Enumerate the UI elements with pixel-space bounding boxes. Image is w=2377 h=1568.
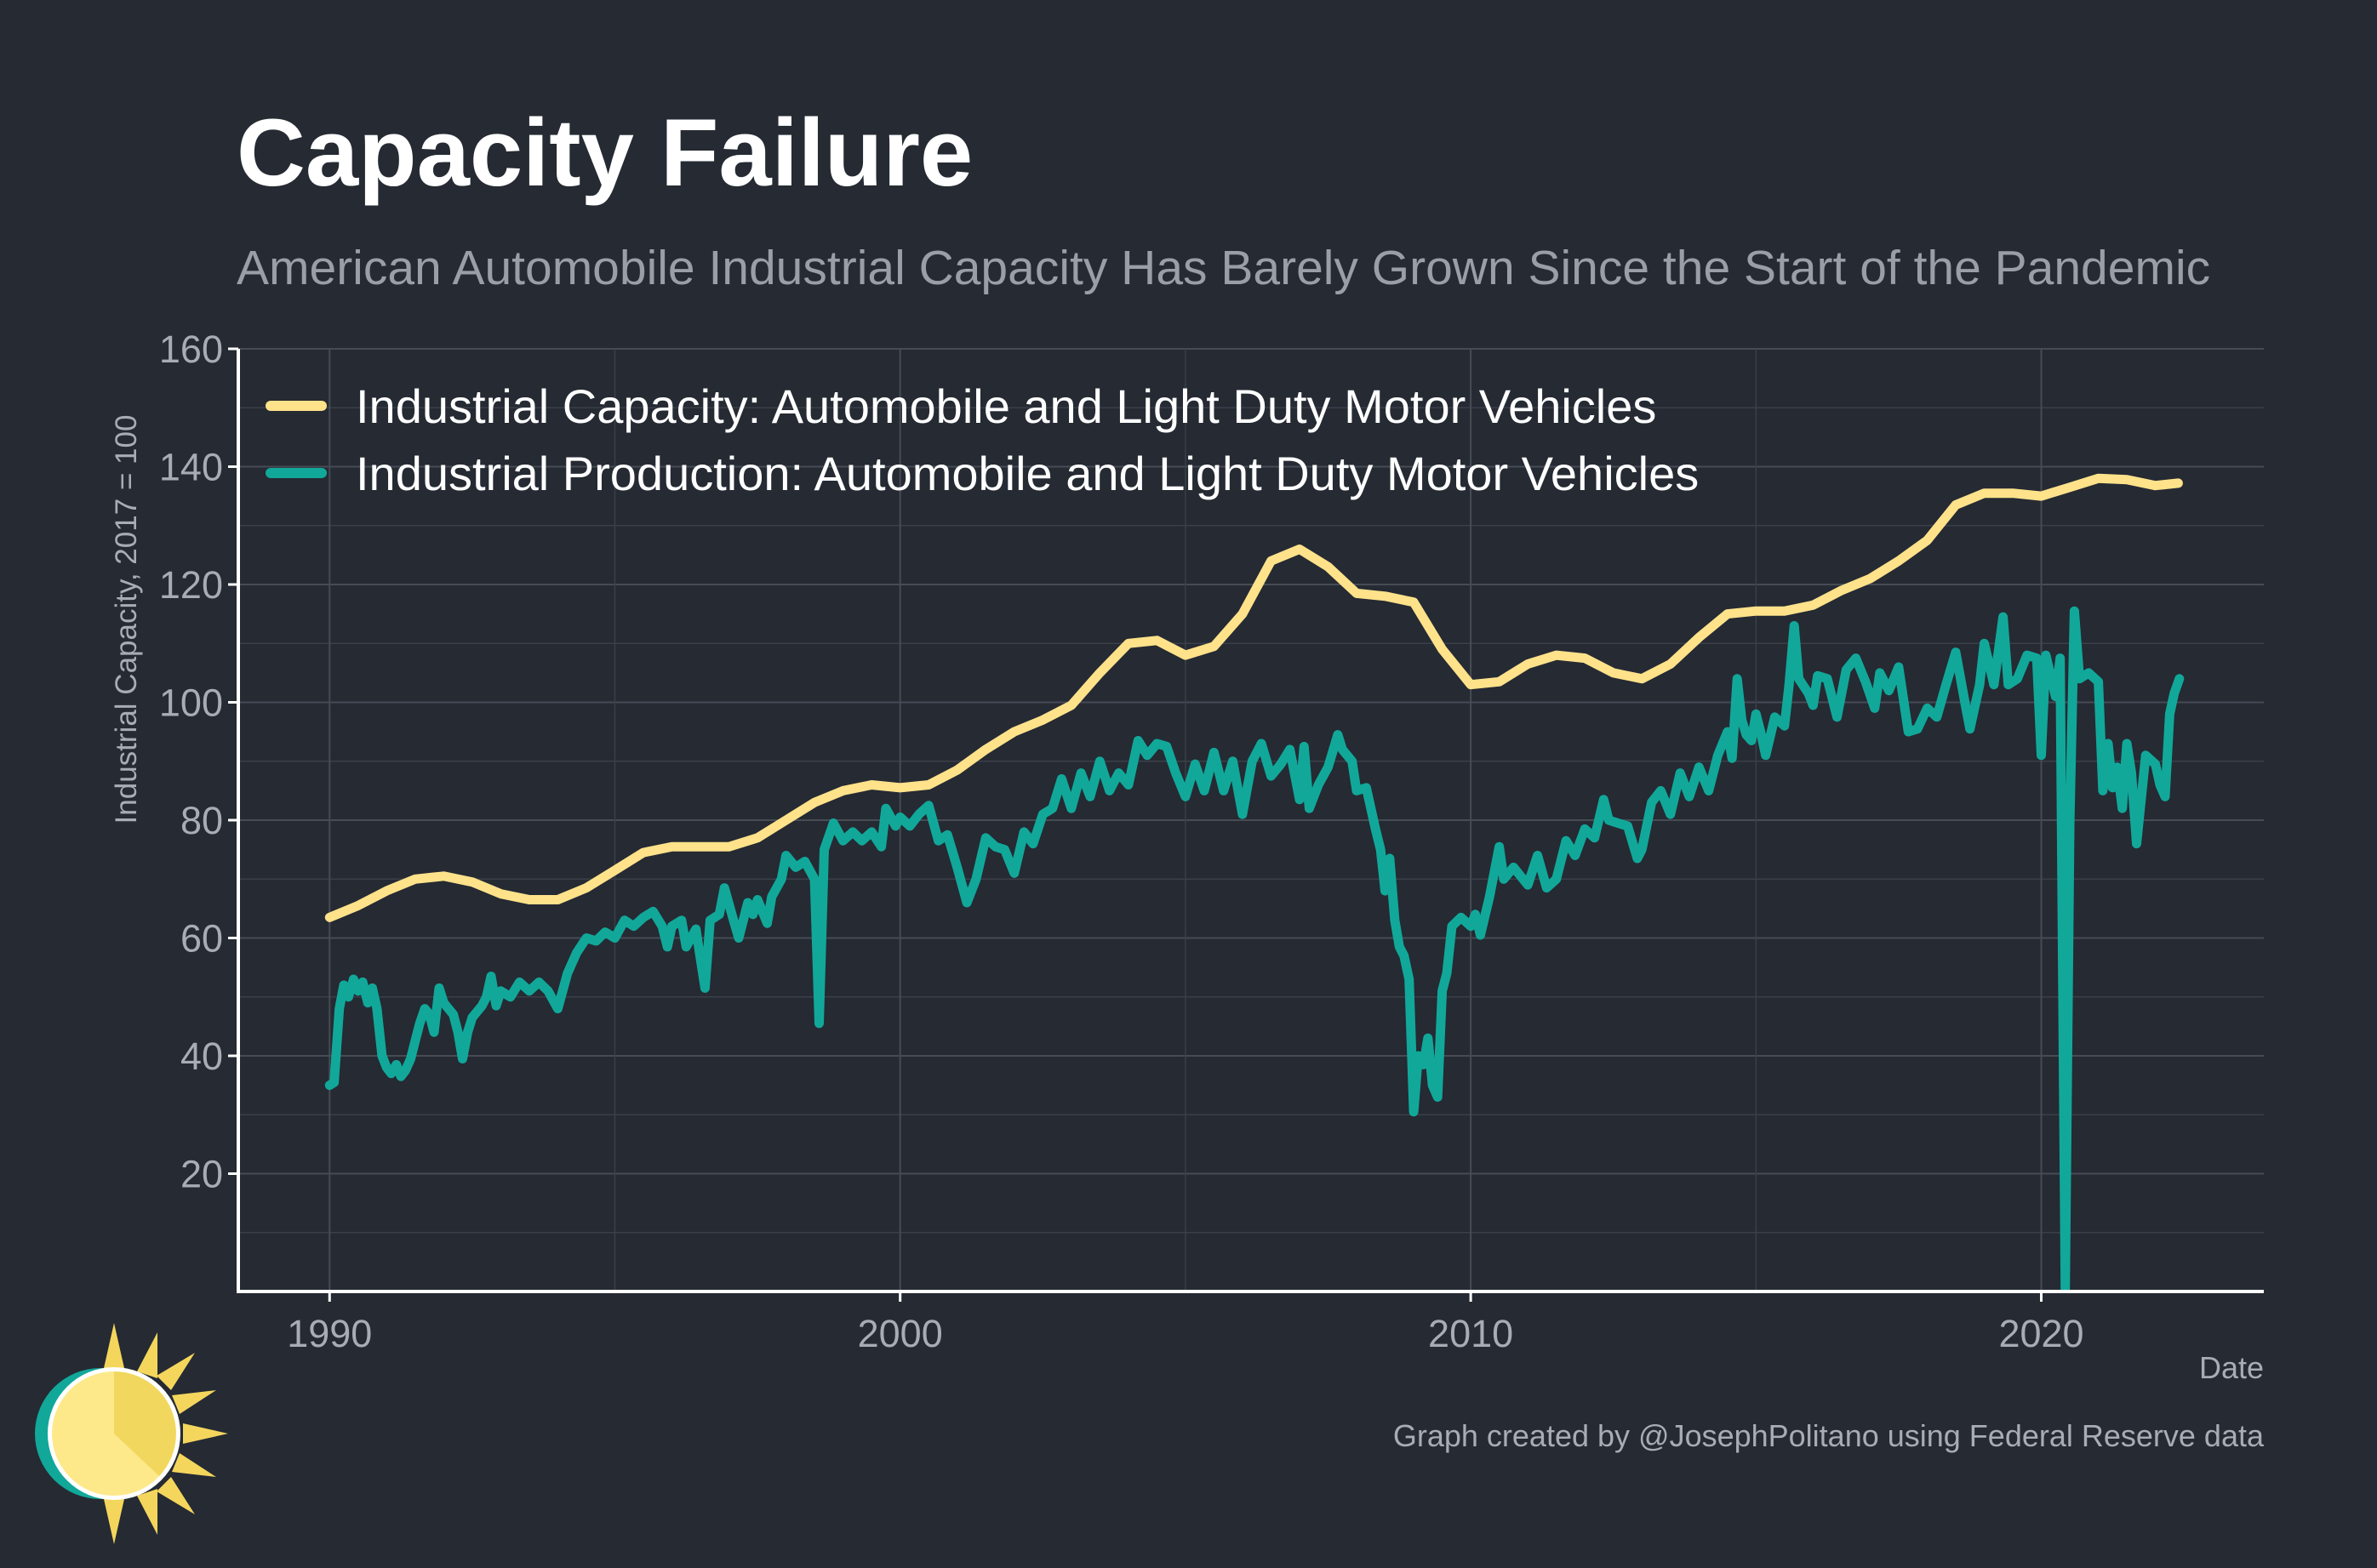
legend-label-capacity: Industrial Capacity: Automobile and Ligh… xyxy=(356,379,1656,433)
y-tick-label: 100 xyxy=(159,681,223,725)
series-line-capacity xyxy=(324,473,2183,922)
series-lines xyxy=(324,473,2185,1293)
y-tick-label: 80 xyxy=(180,799,223,842)
legend: Industrial Capacity: Automobile and Ligh… xyxy=(266,379,1699,500)
y-tick-label: 60 xyxy=(180,917,223,961)
sun-highlight xyxy=(114,1371,176,1476)
source-caption: Graph created by @JosephPolitano using F… xyxy=(1393,1418,2265,1453)
x-tick-label: 1990 xyxy=(287,1312,372,1355)
chart-subtitle: American Automobile Industrial Capacity … xyxy=(237,241,2210,295)
y-axis-ticks: 20 40 60 80 100 120 140 160 xyxy=(159,328,238,1196)
chart-title: Capacity Failure xyxy=(237,100,973,206)
x-tick-label: 2010 xyxy=(1428,1312,1513,1355)
x-axis-ticks: 1990 2000 2010 2020 xyxy=(287,1291,2084,1355)
y-tick-label: 120 xyxy=(159,563,223,607)
y-tick-label: 140 xyxy=(159,446,223,489)
sun-logo xyxy=(35,1323,228,1544)
y-tick-label: 20 xyxy=(180,1153,223,1196)
y-tick-label: 40 xyxy=(180,1035,223,1078)
y-axis-label: Industrial Capacity, 2017 = 100 xyxy=(110,415,143,824)
legend-label-production: Industrial Production: Automobile and Li… xyxy=(356,447,1699,500)
sun-rays xyxy=(104,1323,228,1544)
x-tick-label: 2000 xyxy=(858,1312,943,1355)
y-tick-label: 160 xyxy=(159,328,223,371)
x-axis-label: Date xyxy=(2199,1350,2264,1385)
x-tick-label: 2020 xyxy=(1998,1312,2083,1355)
plot-area: 20 40 60 80 100 120 140 160 1990 2000 2010 2020 xyxy=(159,328,2264,1355)
series-line-production xyxy=(324,606,2185,1293)
grid xyxy=(238,348,2264,1291)
